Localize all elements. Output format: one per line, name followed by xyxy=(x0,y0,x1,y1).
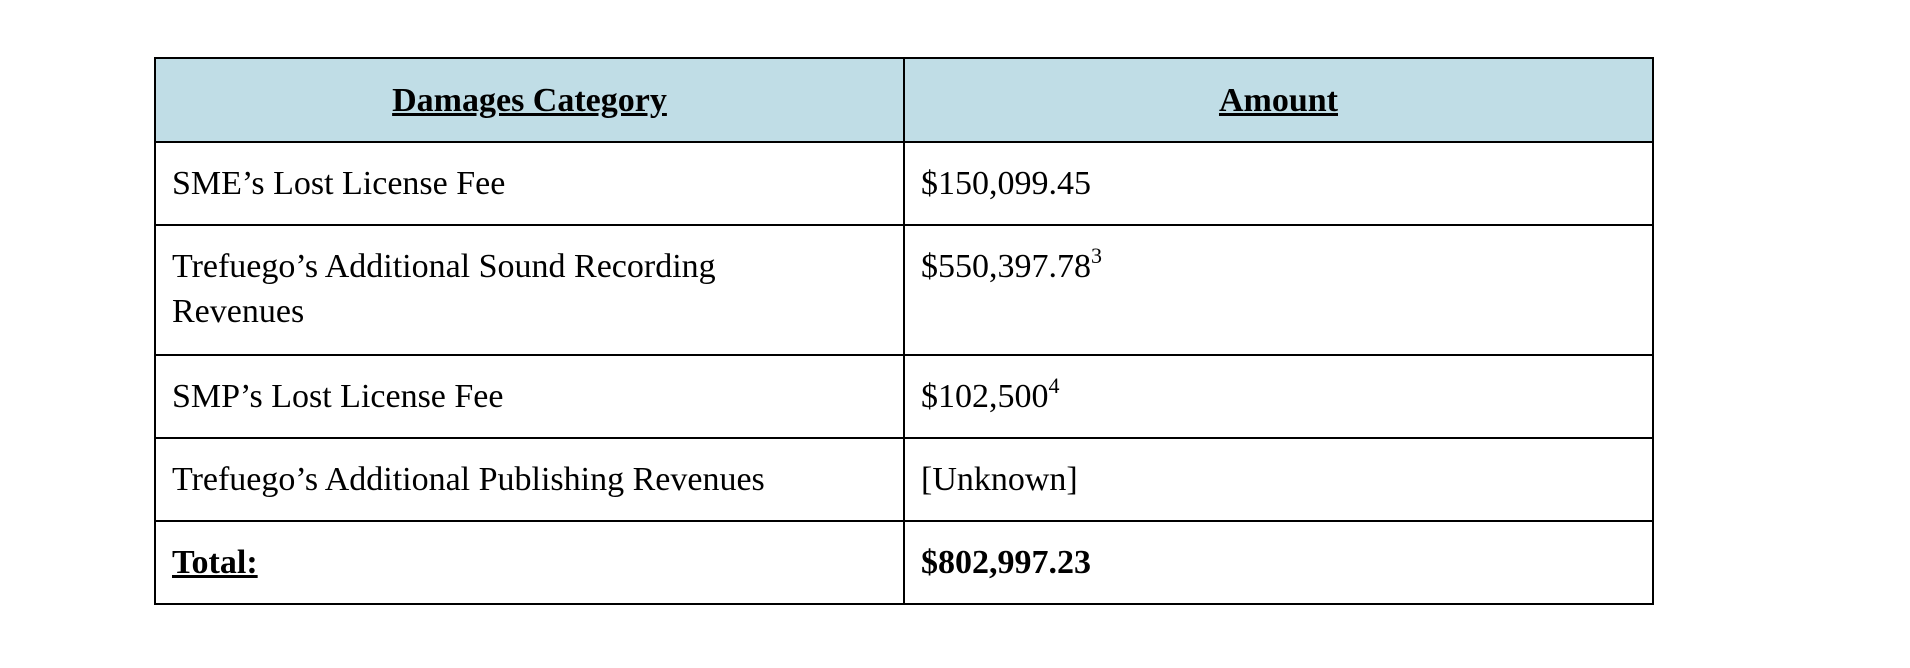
total-amount: $802,997.23 xyxy=(921,544,1091,581)
category-cell: SMP’s Lost License Fee xyxy=(154,354,905,439)
amount-cell: $102,5004 xyxy=(903,354,1654,439)
total-row: Total: $802,997.23 xyxy=(154,520,1654,605)
damages-table: Damages Category Amount SME’s Lost Licen… xyxy=(154,57,1654,605)
amount-cell: [Unknown] xyxy=(903,437,1654,522)
total-label-cell: Total: xyxy=(154,520,905,605)
amount-text: $150,099.45 xyxy=(921,165,1091,202)
category-cell: SME’s Lost License Fee xyxy=(154,141,905,226)
total-amount-cell: $802,997.23 xyxy=(903,520,1654,605)
table-row: SME’s Lost License Fee $150,099.45 xyxy=(154,141,1654,226)
category-text: Trefuego’s Additional Sound Recording Re… xyxy=(172,248,716,330)
category-cell: Trefuego’s Additional Publishing Revenue… xyxy=(154,437,905,522)
amount-cell: $550,397.783 xyxy=(903,224,1654,356)
amount-text: $550,397.78 xyxy=(921,248,1091,285)
table-row: Trefuego’s Additional Publishing Revenue… xyxy=(154,437,1654,522)
amount-text: $102,500 xyxy=(921,378,1049,415)
table-row: Trefuego’s Additional Sound Recording Re… xyxy=(154,224,1654,356)
table-row: SMP’s Lost License Fee $102,5004 xyxy=(154,354,1654,439)
column-header-damages-category: Damages Category xyxy=(154,57,905,143)
table-header-row: Damages Category Amount xyxy=(154,57,1654,143)
column-header-amount: Amount xyxy=(903,57,1654,143)
category-cell: Trefuego’s Additional Sound Recording Re… xyxy=(154,224,905,356)
category-text: SMP’s Lost License Fee xyxy=(172,378,504,415)
amount-cell: $150,099.45 xyxy=(903,141,1654,226)
footnote-marker: 3 xyxy=(1091,242,1102,268)
total-label: Total: xyxy=(172,544,258,581)
footnote-marker: 4 xyxy=(1048,372,1060,398)
category-text: SME’s Lost License Fee xyxy=(172,165,506,202)
amount-text: [Unknown] xyxy=(921,461,1078,498)
category-text: Trefuego’s Additional Publishing Revenue… xyxy=(172,461,765,498)
